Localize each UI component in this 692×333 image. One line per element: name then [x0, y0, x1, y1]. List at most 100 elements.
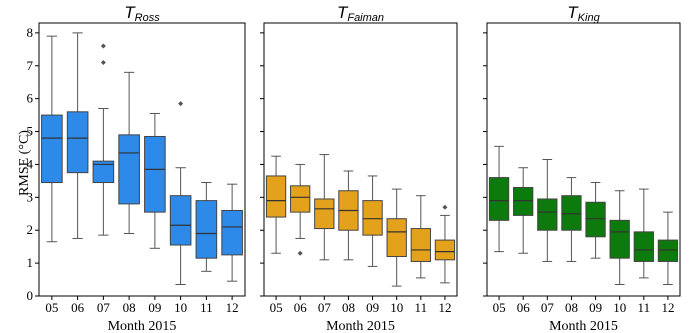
- box-iqr: [195, 200, 218, 259]
- box-12: 12: [657, 211, 679, 315]
- box-10: 10: [609, 190, 630, 315]
- box-iqr: [386, 218, 407, 258]
- box-iqr: [290, 185, 311, 213]
- y-tick-label: 0: [27, 288, 34, 303]
- x-tick-label: 12: [438, 300, 451, 315]
- box-05: 05: [488, 145, 510, 315]
- y-tick-label: 8: [27, 25, 34, 40]
- panel-title-subscript: King: [578, 12, 601, 24]
- panel-title-main: T: [567, 3, 579, 22]
- outlier-point: [100, 43, 106, 49]
- outlier-point: [442, 204, 448, 210]
- box-iqr: [362, 200, 383, 236]
- box-11: 11: [410, 195, 431, 315]
- panel-king: TKing 05 06 07 08 09 10 11 12 Month 2015: [483, 3, 681, 333]
- y-tick-label: 3: [27, 189, 34, 204]
- x-tick-label: 06: [517, 300, 531, 315]
- x-tick-label: 06: [71, 300, 85, 315]
- box-11: 11: [195, 182, 218, 315]
- box-07: 07: [92, 43, 115, 315]
- x-tick-label: 10: [174, 300, 187, 315]
- x-tick-label: 08: [123, 300, 136, 315]
- box-12: 12: [434, 204, 456, 315]
- panel-faiman: TFaiman 05 06 07 08 09 10 11 12 Month 2015: [260, 3, 458, 333]
- box-iqr: [657, 239, 679, 262]
- y-tick-label: 6: [27, 91, 34, 106]
- box-iqr: [314, 198, 335, 230]
- x-tick-label: 05: [270, 300, 283, 315]
- x-tick-label: 08: [342, 300, 355, 315]
- x-tick-label: 09: [148, 300, 161, 315]
- box-06: 06: [66, 32, 89, 315]
- box-iqr: [410, 228, 431, 262]
- panel-title-subscript: Faiman: [347, 12, 384, 24]
- box-08: 08: [561, 177, 582, 315]
- box-iqr: [561, 195, 582, 231]
- box-07: 07: [314, 154, 335, 315]
- box-06: 06: [290, 163, 311, 315]
- box-05: 05: [265, 155, 287, 315]
- x-tick-label: 10: [390, 300, 403, 315]
- y-tick-label: 4: [27, 156, 34, 171]
- x-tick-label: 06: [294, 300, 308, 315]
- panel-title-subscript: Ross: [135, 12, 161, 24]
- y-tick-label: 1: [27, 255, 34, 270]
- box-05: 05: [41, 35, 63, 315]
- outlier-point: [297, 250, 303, 256]
- box-iqr: [537, 198, 558, 231]
- box-09: 09: [585, 182, 606, 315]
- box-08: 08: [338, 170, 359, 315]
- box-08: 08: [118, 71, 140, 315]
- box-iqr: [41, 114, 63, 184]
- box-iqr: [221, 209, 243, 256]
- x-tick-label: 11: [638, 300, 651, 315]
- x-tick-label: 07: [541, 300, 555, 315]
- box-12: 12: [221, 183, 243, 315]
- box-10: 10: [386, 188, 407, 315]
- panel-title-main: T: [124, 3, 136, 22]
- panel-title: TKing: [567, 3, 600, 24]
- box-iqr: [633, 231, 654, 262]
- plot-frame: [38, 22, 246, 297]
- box-09: 09: [362, 175, 383, 315]
- plot-frame: [486, 22, 681, 297]
- y-tick-label: 2: [27, 222, 34, 237]
- x-tick-label: 07: [97, 300, 111, 315]
- box-10: 10: [169, 101, 192, 315]
- box-11: 11: [633, 188, 654, 315]
- x-tick-label: 05: [45, 300, 58, 315]
- x-axis-label: Month 2015: [549, 319, 618, 333]
- box-iqr: [609, 219, 630, 259]
- outlier-point: [178, 101, 184, 107]
- box-iqr: [66, 111, 89, 174]
- outlier-point: [100, 59, 106, 65]
- y-tick-label: 5: [27, 124, 34, 139]
- box-iqr: [585, 201, 606, 238]
- box-06: 06: [513, 167, 534, 315]
- x-tick-label: 07: [318, 300, 332, 315]
- x-tick-label: 11: [415, 300, 428, 315]
- x-axis-label: Month 2015: [108, 319, 177, 333]
- panel-title-main: T: [337, 3, 349, 22]
- plot-frame: [263, 22, 458, 297]
- x-axis-label: Month 2015: [326, 319, 395, 333]
- box-iqr: [434, 239, 456, 261]
- x-tick-label: 05: [493, 300, 506, 315]
- x-tick-label: 09: [589, 300, 602, 315]
- box-iqr: [265, 175, 287, 218]
- box-07: 07: [537, 159, 558, 315]
- box-iqr: [488, 177, 510, 221]
- box-iqr: [118, 134, 140, 205]
- x-tick-label: 11: [200, 300, 213, 315]
- y-axis-label: RMSE (°C): [17, 130, 32, 196]
- box-iqr: [169, 195, 192, 246]
- panel-title: TFaiman: [337, 3, 384, 24]
- x-tick-label: 08: [565, 300, 578, 315]
- box-09: 09: [144, 112, 166, 315]
- x-tick-label: 12: [226, 300, 239, 315]
- panel-title: TRoss: [124, 3, 160, 24]
- x-tick-label: 12: [661, 300, 674, 315]
